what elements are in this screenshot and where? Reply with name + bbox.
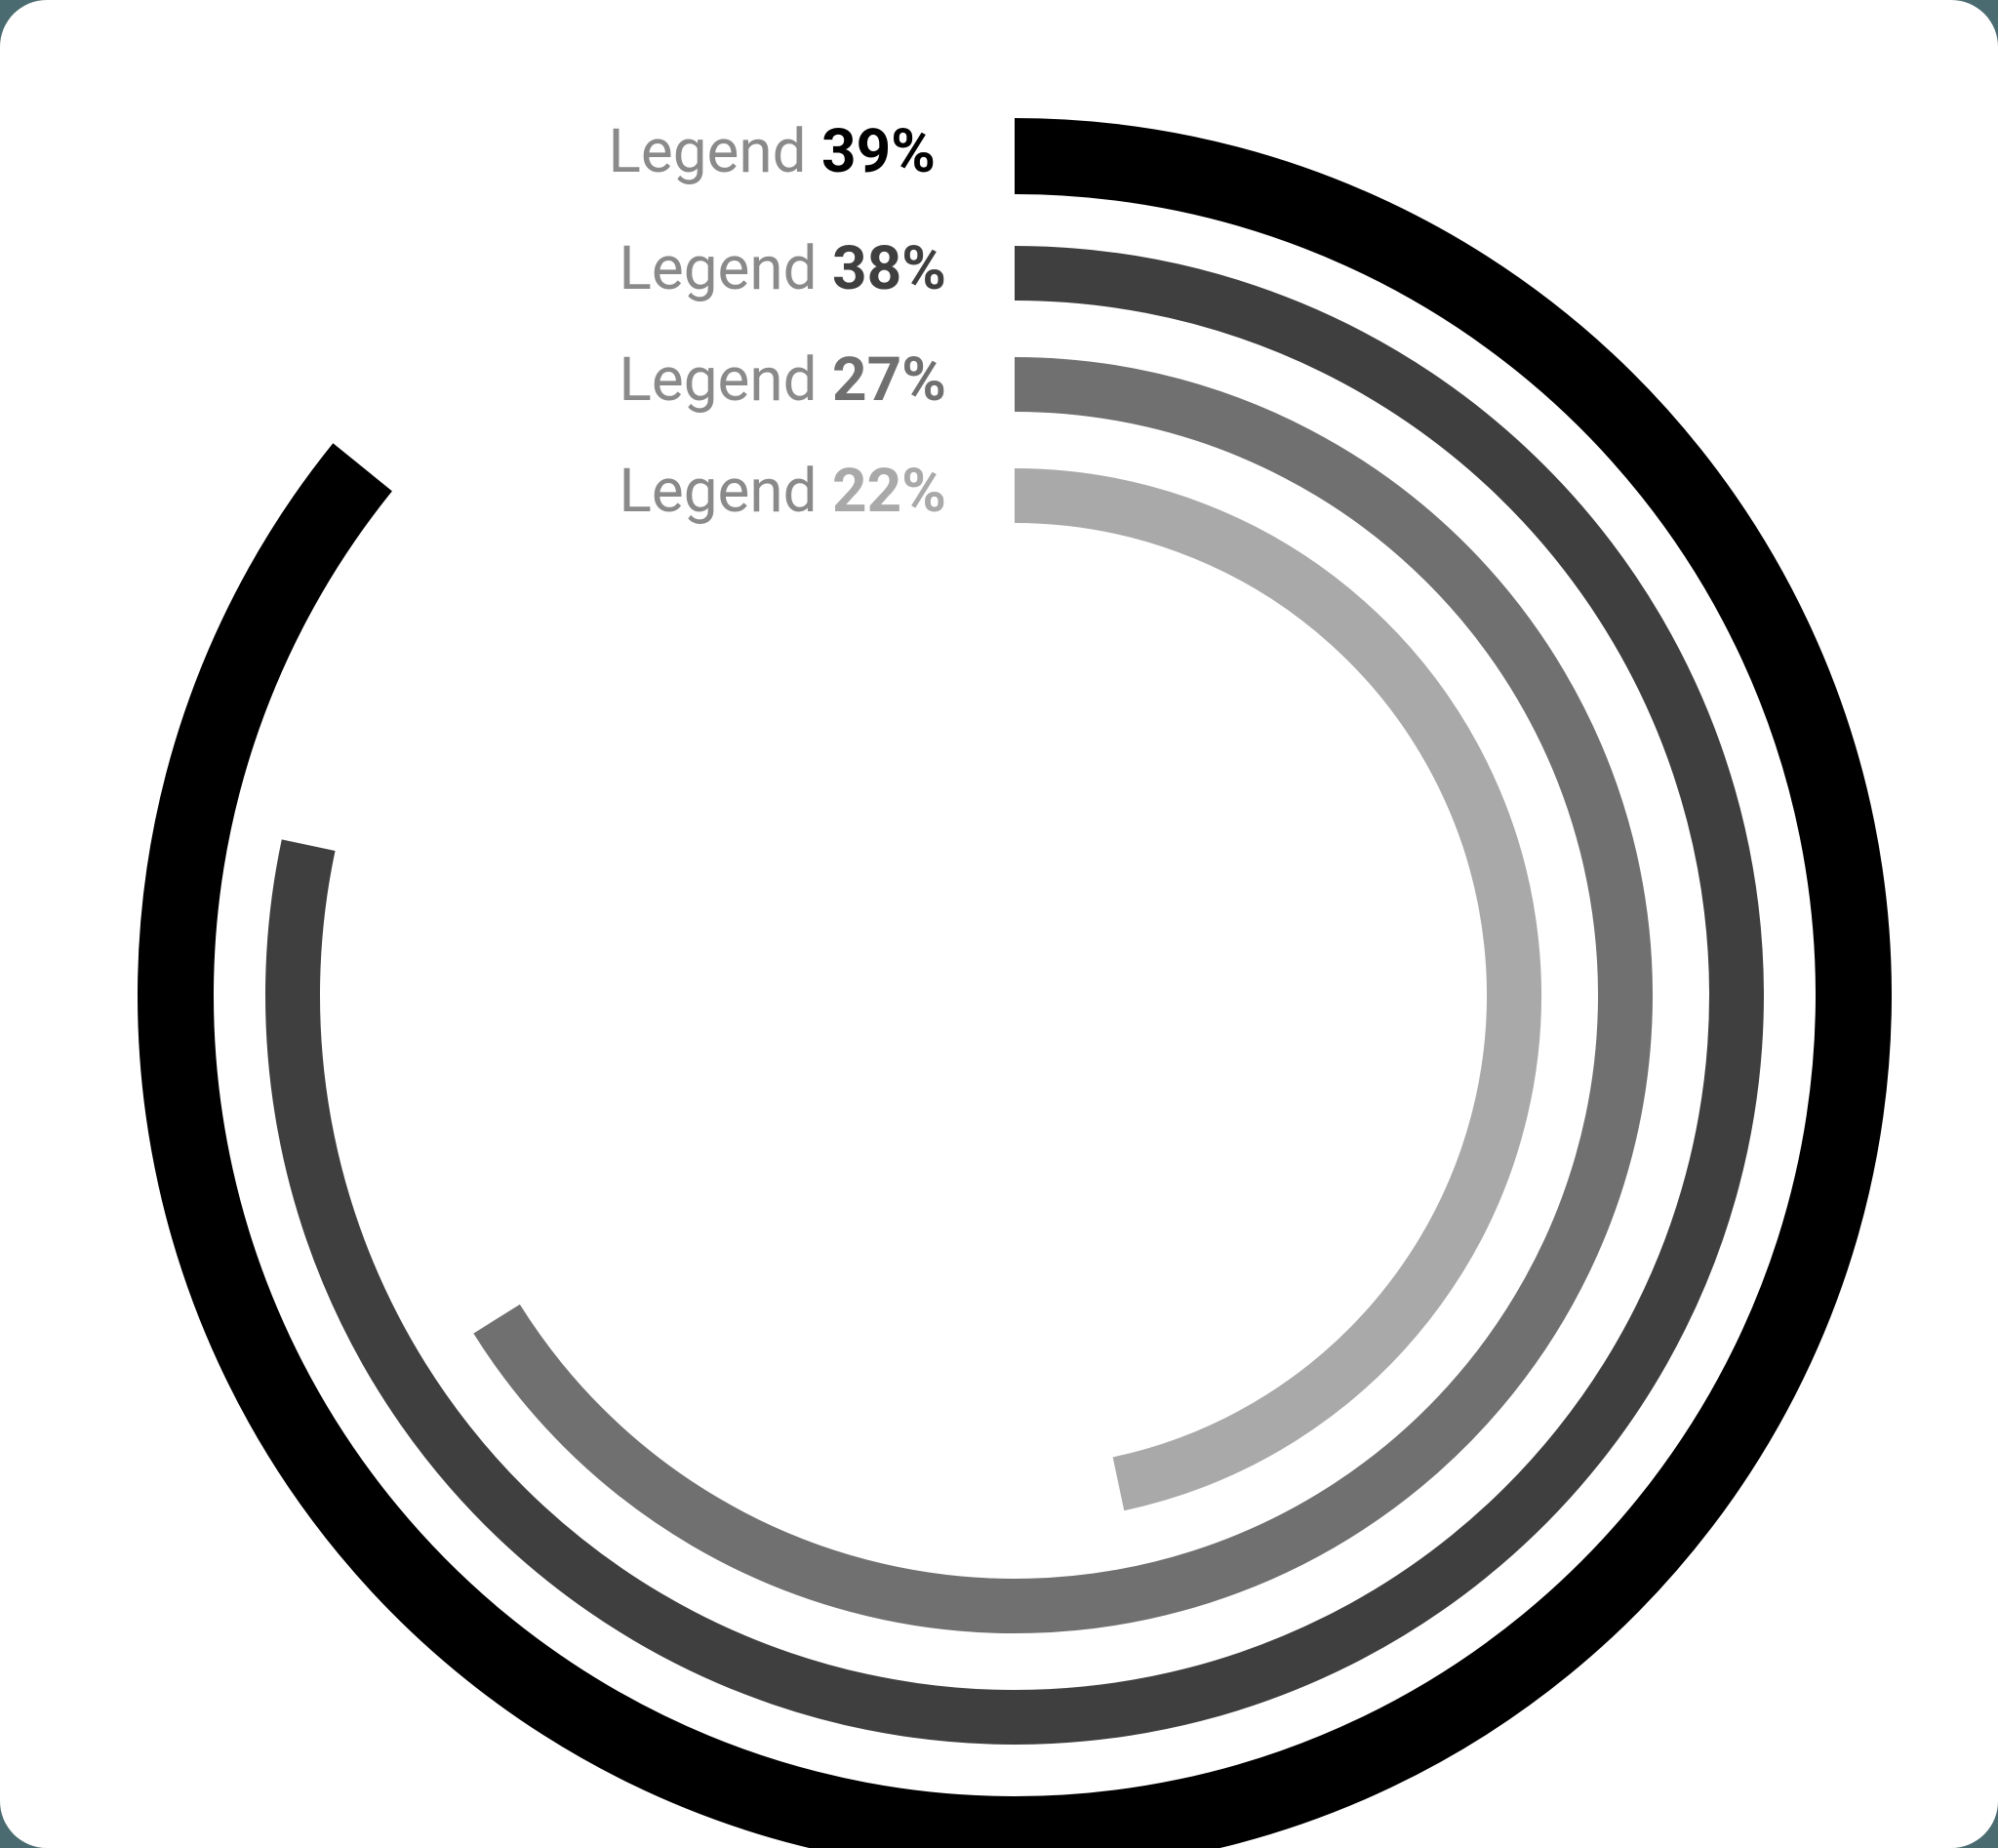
ring-arc — [1015, 496, 1514, 1484]
ring-label-value: 38% — [832, 233, 946, 304]
radial-bar-chart: Legend 39%Legend 38%Legend 27%Legend 22% — [0, 0, 1998, 1848]
chart-card: Legend 39%Legend 38%Legend 27%Legend 22% — [0, 0, 1998, 1848]
ring-label: Legend 22% — [619, 456, 946, 527]
ring-label: Legend 39% — [608, 116, 936, 187]
ring-label-text: Legend — [619, 344, 817, 416]
ring-arc — [497, 384, 1625, 1606]
ring-label-value: 22% — [832, 456, 946, 527]
ring-label-value: 39% — [821, 116, 936, 187]
ring-label: Legend 38% — [619, 233, 946, 304]
ring-label-text: Legend — [619, 456, 817, 527]
ring-label-text: Legend — [619, 233, 817, 304]
ring-label: Legend 27% — [619, 344, 946, 416]
ring-label-value: 27% — [832, 344, 946, 416]
ring-label-text: Legend — [608, 116, 806, 187]
